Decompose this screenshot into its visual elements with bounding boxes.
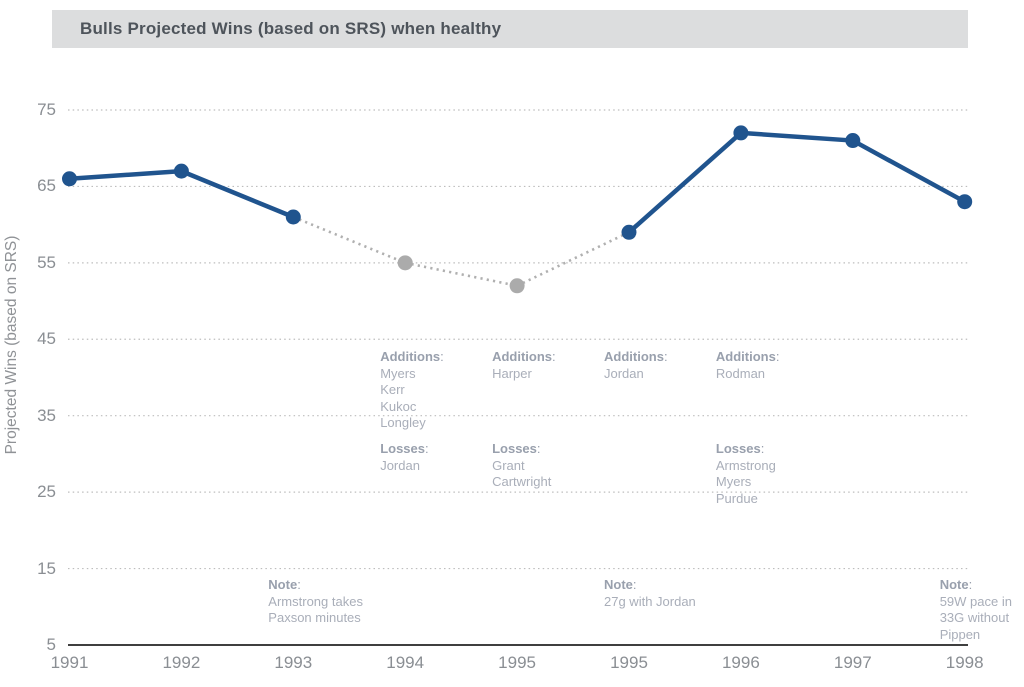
data-point <box>845 133 861 149</box>
annotation-heading: Losses <box>380 441 425 456</box>
y-tick-label: 25 <box>37 482 56 502</box>
annotation-heading: Losses <box>492 441 537 456</box>
x-tick-label: 1991 <box>50 653 89 672</box>
y-tick-label: 45 <box>37 329 56 349</box>
data-point <box>957 194 973 210</box>
data-point <box>173 163 189 179</box>
annotation-line: Kukoc <box>380 398 417 414</box>
annotation-heading: Additions <box>604 349 664 364</box>
annotation-line: Grant <box>492 457 525 473</box>
data-point <box>509 278 525 294</box>
annotation-heading: Note <box>268 577 298 592</box>
chart-title: Bulls Projected Wins (based on SRS) when… <box>80 19 502 38</box>
x-tick-label: 1998 <box>945 653 984 672</box>
chart-title-banner: Bulls Projected Wins (based on SRS) when… <box>52 10 968 48</box>
line-segment-dotted <box>404 261 518 288</box>
annotation-line: Purdue <box>715 490 758 506</box>
annotation-line: Kerr <box>380 382 405 397</box>
annotation-line: Pippen <box>939 626 981 642</box>
annotation-additions: Additions: Jordan <box>604 349 668 381</box>
annotation-line: Jordan <box>380 457 420 473</box>
annotation-losses: Losses: Armstrong Myers Purdue <box>715 441 776 506</box>
x-tick-label: 1993 <box>274 653 313 672</box>
annotation-heading: Additions <box>380 349 441 364</box>
line-segment-solid <box>851 138 966 204</box>
line-segment-solid <box>180 169 295 220</box>
y-tick-label: 5 <box>46 635 56 654</box>
x-tick-label: 1997 <box>833 653 872 672</box>
annotation-heading: Note <box>939 577 969 592</box>
annotation-losses: Losses: Grant Cartwright <box>492 441 552 489</box>
annotation-additions: Additions: Myers Kerr Kukoc Longley <box>380 349 444 430</box>
x-tick-label: 1994 <box>386 653 425 672</box>
annotation-line: Harper <box>492 365 532 381</box>
x-tick-label: 1992 <box>162 653 201 672</box>
y-tick-label: 65 <box>37 176 56 196</box>
line-segment-dotted <box>516 231 630 287</box>
annotation-line: Cartwright <box>492 474 552 489</box>
x-tick-label: 1995 <box>498 653 536 672</box>
y-tick-label: 35 <box>37 405 56 425</box>
annotation-additions: Additions: Rodman <box>715 349 780 381</box>
data-point <box>621 224 637 240</box>
data-point <box>62 171 77 187</box>
line-segment-solid <box>740 130 853 143</box>
annotation-additions: Additions: Harper <box>492 349 556 381</box>
data-point <box>733 125 749 141</box>
annotation-line: Longley <box>380 415 426 430</box>
data-point <box>397 255 413 271</box>
annotation-note: Note: 27g with Jordan <box>604 577 696 609</box>
annotation-losses: Losses: Jordan <box>380 441 429 473</box>
y-tick-label: 55 <box>37 252 56 272</box>
annotation-heading: Losses <box>715 441 761 456</box>
annotation-line: Jordan <box>604 365 644 381</box>
annotation-heading: Additions <box>492 349 553 364</box>
data-point <box>285 209 301 225</box>
annotation-line: 33G without <box>939 610 1010 625</box>
line-segment-solid <box>69 168 182 182</box>
annotation-line: Myers <box>380 365 416 381</box>
annotation-heading: Note <box>604 577 633 592</box>
annotation-line: Armstrong <box>715 457 776 473</box>
annotation-line: 27g with Jordan <box>604 593 696 609</box>
line-segment-dotted <box>292 215 406 265</box>
annotation-line: Rodman <box>715 365 766 381</box>
annotation-note: Note: Armstrong takes Paxson minutes <box>268 577 363 625</box>
annotation-line: Myers <box>715 474 752 489</box>
annotation-line: 59W pace in <box>939 593 1012 609</box>
annotation-line: Armstrong takes <box>268 593 363 609</box>
y-tick-label: 75 <box>37 99 56 119</box>
annotation-line: Paxson minutes <box>268 610 361 625</box>
y-tick-label: 15 <box>37 558 56 578</box>
x-tick-label: 1996 <box>721 653 760 672</box>
x-tick-label: 1995 <box>610 653 648 672</box>
annotation-heading: Additions <box>715 349 776 364</box>
line-segment-solid <box>627 131 743 234</box>
annotation-note: Note: 59W pace in 33G without Pippen <box>939 577 1012 642</box>
